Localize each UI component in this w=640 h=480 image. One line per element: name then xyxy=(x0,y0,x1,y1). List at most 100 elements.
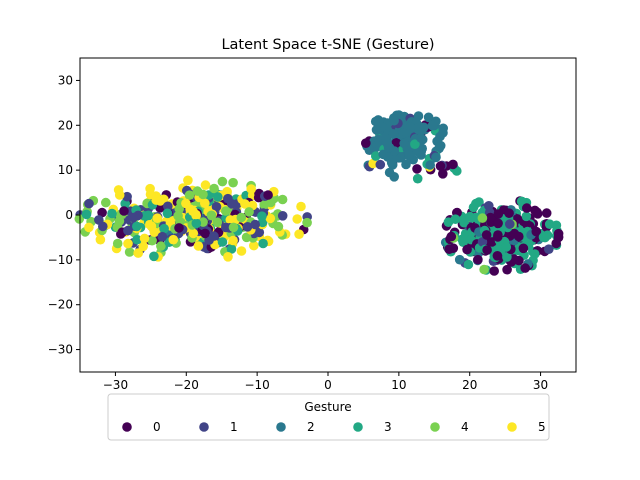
x-tick-label: 20 xyxy=(462,378,477,392)
y-tick-label: 30 xyxy=(58,73,73,87)
legend: Gesture 0 1 2 3 4 5 xyxy=(107,393,550,441)
scatter-point xyxy=(477,237,488,247)
legend-marker xyxy=(353,422,363,432)
legend-label: 2 xyxy=(307,420,315,434)
y-tick-label: 20 xyxy=(58,118,73,132)
scatter-point xyxy=(388,129,399,139)
scatter-point xyxy=(95,234,106,245)
x-tick-label: 0 xyxy=(324,378,332,392)
scatter-point xyxy=(146,221,157,231)
scatter-point xyxy=(246,184,256,194)
scatter-point xyxy=(200,228,210,239)
scatter-point xyxy=(389,115,399,126)
scatter-point xyxy=(107,208,117,219)
scatter-point xyxy=(128,212,139,223)
scatter-point xyxy=(228,222,239,233)
scatter-point xyxy=(223,193,233,204)
scatter-point xyxy=(401,159,411,170)
scatter-point xyxy=(192,186,203,196)
scatter-point xyxy=(217,237,228,247)
scatter-point xyxy=(522,203,532,213)
legend-label: 0 xyxy=(153,420,161,434)
legend-marker xyxy=(122,422,132,432)
scatter-point xyxy=(241,232,252,243)
scatter-point xyxy=(156,241,166,251)
scatter-point xyxy=(132,221,142,232)
scatter-point xyxy=(516,196,527,207)
scatter-point xyxy=(399,138,410,149)
scatter-point xyxy=(425,160,436,170)
y-tick-label: 10 xyxy=(58,163,73,177)
y-tick-label: 0 xyxy=(65,208,73,222)
scatter-point xyxy=(213,192,223,202)
scatter-point xyxy=(122,191,132,202)
scatter-point xyxy=(211,202,222,212)
scatter-point xyxy=(521,211,532,222)
scatter-point xyxy=(162,208,173,219)
scatter-point xyxy=(518,243,529,254)
scatter-point xyxy=(84,222,94,233)
scatter-point xyxy=(155,196,166,206)
scatter-point xyxy=(200,198,210,208)
scatter-point xyxy=(112,238,123,249)
scatter-point xyxy=(226,244,237,254)
legend-marker xyxy=(199,422,209,432)
scatter-point xyxy=(159,223,169,234)
scatter-point xyxy=(463,259,474,270)
scatter-point xyxy=(553,232,564,242)
scatter-point xyxy=(493,230,503,240)
scatter-point xyxy=(193,241,204,251)
scatter-point xyxy=(263,190,273,200)
scatter-point xyxy=(174,223,184,233)
x-tick-label: 10 xyxy=(391,378,406,392)
scatter-point xyxy=(294,229,304,239)
legend-title: Gesture xyxy=(304,400,351,414)
scatter-point xyxy=(265,213,276,224)
scatter-point xyxy=(446,231,457,242)
scatter-point xyxy=(228,177,238,188)
scatter-point xyxy=(123,238,133,249)
scatter-point xyxy=(405,122,416,133)
scatter-point xyxy=(168,234,179,245)
scatter-point xyxy=(236,212,247,223)
scatter-point xyxy=(410,139,420,149)
scatter-point xyxy=(538,232,549,242)
scatter-point xyxy=(277,211,288,221)
scatter-point xyxy=(459,217,469,228)
scatter-point xyxy=(292,214,303,224)
scatter-point xyxy=(443,217,454,227)
scatter-point xyxy=(416,150,426,160)
scatter-point xyxy=(259,199,270,210)
scatter-point xyxy=(431,152,441,163)
scatter-point xyxy=(384,167,395,178)
scatter-point xyxy=(544,219,555,229)
scatter-point xyxy=(250,219,260,230)
scatter-point xyxy=(212,217,223,228)
scatter-point xyxy=(133,248,143,258)
scatter-point xyxy=(249,240,259,251)
scatter-point xyxy=(114,190,125,200)
y-tick-label: −30 xyxy=(48,343,73,357)
scatter-point xyxy=(378,149,389,160)
scatter-point xyxy=(457,234,467,245)
scatter-point xyxy=(502,264,512,275)
y-tick-label: −20 xyxy=(48,298,73,312)
scatter-point xyxy=(412,173,423,184)
scatter-point xyxy=(236,246,247,256)
scatter-point xyxy=(386,158,397,168)
scatter-point xyxy=(448,159,458,170)
scatter-points xyxy=(74,110,564,276)
scatter-point xyxy=(225,215,236,225)
scatter-point xyxy=(147,235,157,246)
scatter-point xyxy=(427,120,438,131)
scatter-point xyxy=(277,194,288,205)
legend-label: 5 xyxy=(538,420,546,434)
scatter-point xyxy=(454,254,465,265)
scatter-point xyxy=(152,213,163,223)
scatter-point xyxy=(493,218,503,229)
scatter-point xyxy=(404,149,415,160)
x-tick-label: −20 xyxy=(174,378,199,392)
x-tick-label: 30 xyxy=(533,378,548,392)
scatter-point xyxy=(368,158,378,169)
scatter-point xyxy=(530,205,540,216)
